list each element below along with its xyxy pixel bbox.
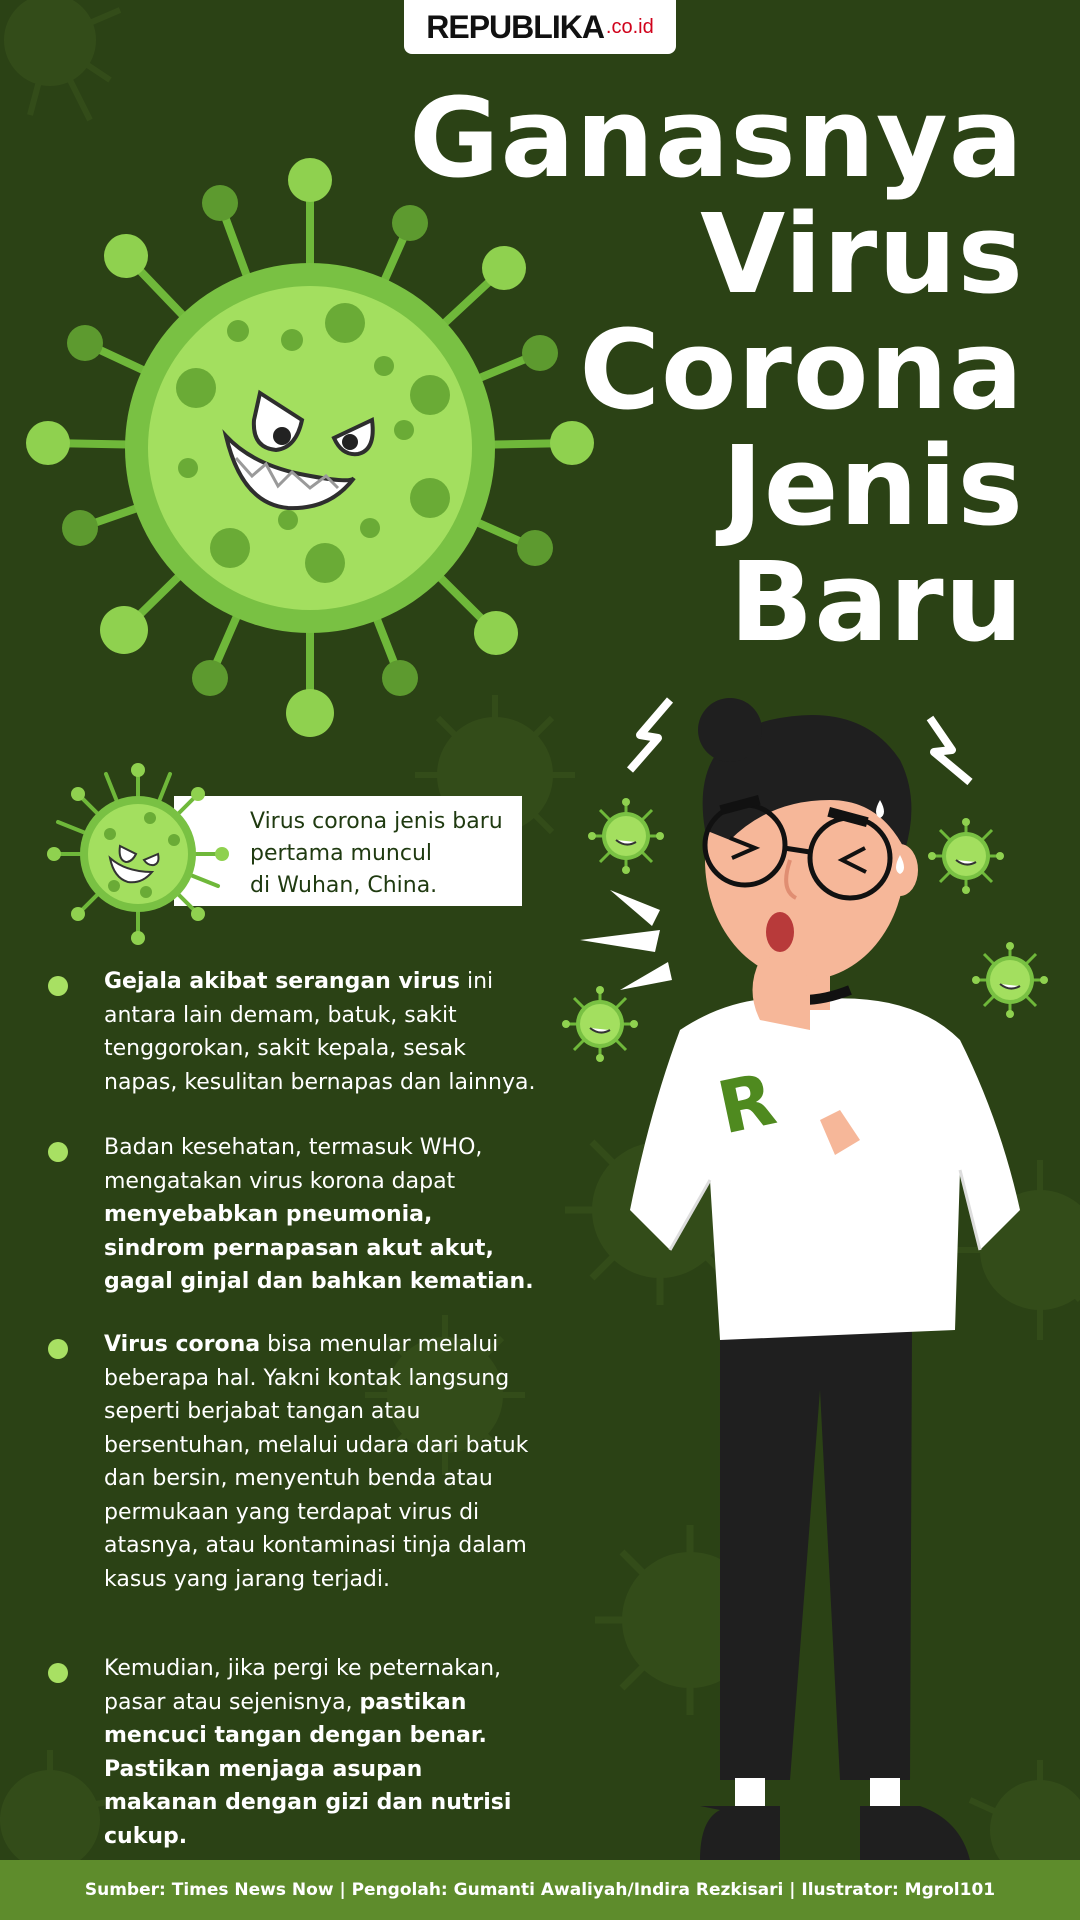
list-item: Badan kesehatan, termasuk WHO, mengataka… bbox=[48, 1131, 538, 1299]
intro-line: Virus corona jenis baru bbox=[250, 809, 503, 834]
bullet-text: ini antara lain demam, batuk, sakit teng… bbox=[104, 969, 536, 1095]
background-virus-icon bbox=[365, 1315, 525, 1475]
bullet-bold-text: Virus corona bbox=[104, 1332, 261, 1357]
title-line: Ganasnya bbox=[409, 74, 1024, 202]
mini-virus-icon bbox=[972, 942, 1048, 1018]
intro-line: pertama muncul bbox=[250, 841, 433, 866]
republika-logo: REPUBLIKA .co.id bbox=[404, 0, 676, 54]
logo-main-text: REPUBLIKA bbox=[426, 8, 605, 45]
coughing-person-illustration: R bbox=[580, 697, 1020, 1860]
bullet-text: Badan kesehatan, termasuk WHO, mengataka… bbox=[104, 1135, 483, 1194]
bullet-dot-icon bbox=[48, 976, 68, 996]
bullet-text: Kemudian, jika pergi ke peternakan, pasa… bbox=[104, 1656, 502, 1715]
page-title: Ganasnya Virus Corona Jenis Baru bbox=[384, 80, 1024, 660]
title-line: Corona bbox=[579, 306, 1024, 434]
bullet-bold-text: Gejala akibat serangan virus bbox=[104, 969, 460, 994]
background-virus-icon bbox=[0, 1750, 121, 1860]
logo-suffix-text: .co.id bbox=[605, 15, 654, 38]
mini-virus-icon bbox=[928, 818, 1004, 894]
background-virus-icon bbox=[968, 1760, 1080, 1860]
bullet-bold-text: menyebabkan pneumonia, sindrom pernapasa… bbox=[104, 1202, 534, 1294]
mini-virus-icon bbox=[588, 798, 664, 874]
title-line: Baru bbox=[729, 538, 1024, 666]
bullet-text: bisa menular melalui beberapa hal. Yakni… bbox=[104, 1332, 529, 1592]
bullet-bold-text: pastikan mencuci tangan dengan benar. Pa… bbox=[104, 1689, 512, 1849]
list-item: Virus corona bisa menular melalui bebera… bbox=[48, 1328, 538, 1596]
list-item: Kemudian, jika pergi ke peternakan, pasa… bbox=[48, 1652, 538, 1853]
title-line: Jenis bbox=[721, 422, 1024, 550]
mini-virus-icon bbox=[562, 986, 638, 1062]
angry-virus-icon bbox=[26, 158, 594, 737]
small-virus-icon bbox=[47, 763, 229, 945]
bullet-dot-icon bbox=[48, 1142, 68, 1162]
footer-credits: Sumber: Times News Now | Pengolah: Guman… bbox=[0, 1860, 1080, 1920]
list-item: Gejala akibat serangan virus ini antara … bbox=[48, 965, 538, 1099]
bullet-dot-icon bbox=[48, 1339, 68, 1359]
bullet-dot-icon bbox=[48, 1663, 68, 1683]
intro-line: di Wuhan, China. bbox=[250, 873, 438, 898]
footer-text: Sumber: Times News Now | Pengolah: Guman… bbox=[84, 1880, 996, 1900]
intro-callout: Virus corona jenis baru pertama muncul d… bbox=[174, 796, 522, 906]
title-line: Virus bbox=[700, 190, 1024, 318]
background-virus-icon bbox=[4, 0, 122, 122]
